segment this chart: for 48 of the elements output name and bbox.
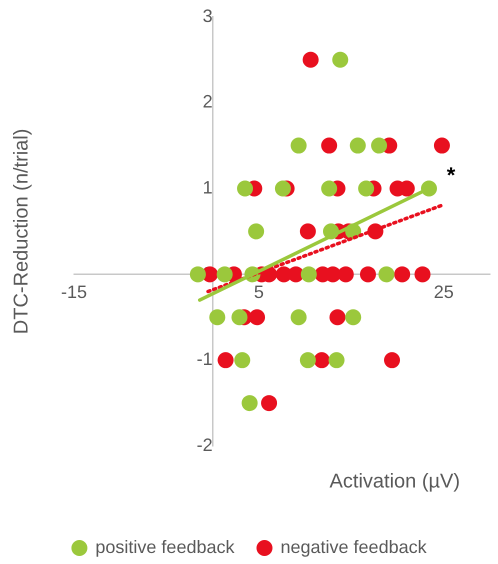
point — [248, 223, 264, 240]
point — [371, 138, 388, 154]
point — [332, 52, 348, 68]
point — [328, 352, 345, 368]
point — [329, 309, 346, 326]
point — [350, 138, 366, 154]
point — [378, 266, 394, 282]
point — [302, 52, 319, 68]
x-tick-label: 25 — [434, 282, 454, 302]
y-tick-label: 2 — [202, 92, 213, 112]
point — [321, 180, 338, 196]
point — [237, 180, 254, 196]
point — [242, 395, 258, 412]
point — [261, 395, 278, 412]
legend-label: negative feedback — [280, 536, 428, 557]
point — [394, 266, 410, 282]
legend-label: positive feedback — [95, 536, 236, 557]
point — [338, 266, 354, 282]
point — [358, 180, 374, 196]
point — [314, 352, 330, 368]
point — [218, 352, 234, 368]
x-axis-title: Activation (µV) — [330, 470, 460, 493]
point — [231, 309, 248, 326]
point — [290, 309, 307, 326]
point — [209, 309, 226, 326]
point — [300, 223, 316, 240]
point — [345, 309, 362, 326]
point — [274, 180, 291, 196]
point — [414, 266, 431, 282]
y-tick-label: 1 — [202, 177, 213, 198]
point — [360, 266, 376, 282]
point — [249, 309, 266, 326]
point — [384, 352, 400, 368]
point — [321, 138, 338, 154]
y-tick-label: -2 — [196, 434, 213, 455]
x-tick-label: 5 — [254, 282, 264, 302]
y-tick-label: 3 — [202, 6, 213, 26]
point — [190, 266, 206, 282]
point — [216, 266, 233, 282]
y-axis-title: DTC-Reduction (n/trial) — [10, 128, 33, 334]
point — [300, 266, 317, 282]
point — [290, 138, 307, 154]
point — [300, 352, 316, 368]
point — [234, 352, 250, 368]
x-tick-label: -15 — [60, 282, 88, 302]
annotation: * — [446, 162, 456, 188]
point — [434, 138, 450, 154]
y-tick-label: -1 — [196, 349, 213, 370]
